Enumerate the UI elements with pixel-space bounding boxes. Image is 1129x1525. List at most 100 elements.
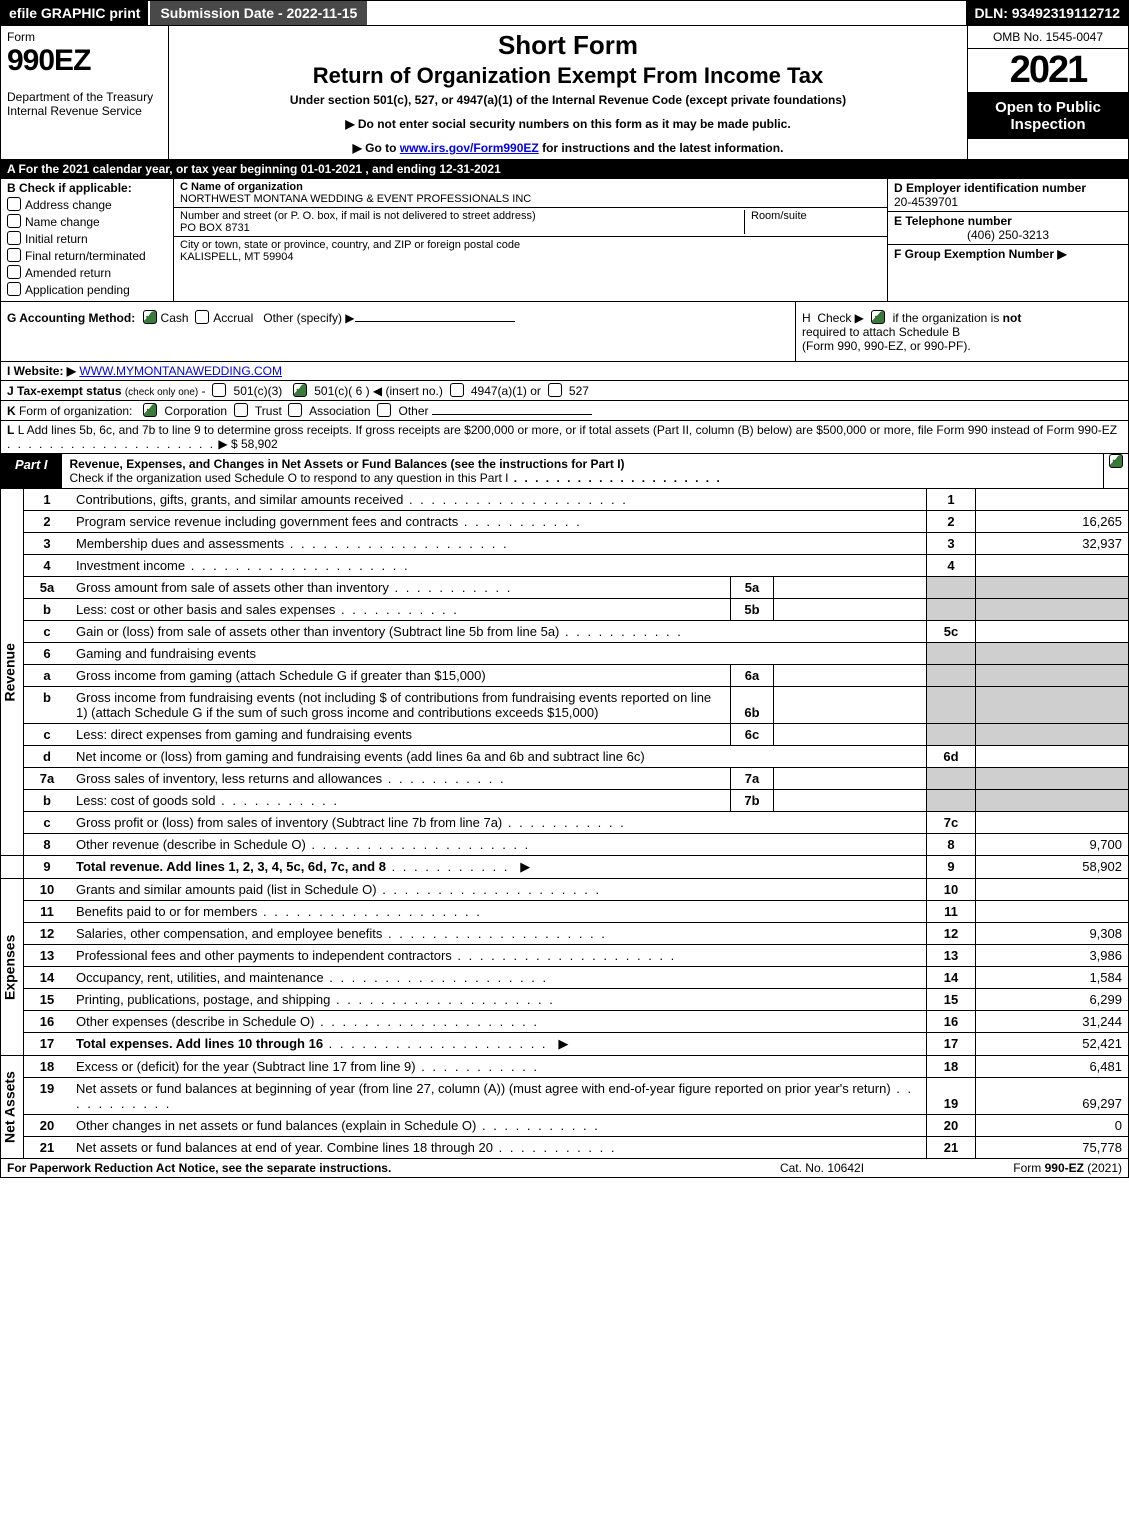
checkbox-icon: [7, 282, 21, 296]
line-16: 16 Other expenses (describe in Schedule …: [1, 1011, 1129, 1033]
dots: [323, 1036, 547, 1051]
box-l: L L Add lines 5b, 6c, and 7b to line 9 t…: [0, 421, 1129, 454]
dots: [324, 970, 548, 985]
footer-paperwork: For Paperwork Reduction Act Notice, see …: [7, 1161, 722, 1175]
org-addr-cell: Number and street (or P. O. box, if mail…: [174, 208, 887, 237]
irs-link[interactable]: www.irs.gov/Form990EZ: [400, 141, 539, 155]
dots: [306, 837, 530, 852]
dots: [314, 1014, 538, 1029]
chk-name-change[interactable]: Name change: [7, 214, 167, 229]
dots: [389, 580, 512, 595]
chk-initial-return[interactable]: Initial return: [7, 231, 167, 246]
title-short: Short Form: [179, 30, 957, 61]
line-value: 75,778: [976, 1137, 1129, 1159]
dots: [7, 437, 215, 451]
side-label-expenses: Expenses: [1, 879, 24, 1056]
line-7b: b Less: cost of goods sold 7b: [1, 790, 1129, 812]
note-link: ▶ Go to www.irs.gov/Form990EZ for instru…: [179, 141, 957, 155]
checkbox-icon: [234, 403, 248, 417]
box-b-label: B Check if applicable:: [7, 181, 167, 195]
grey-cell: [976, 643, 1129, 665]
footer-form-pre: Form: [1013, 1161, 1044, 1175]
line-desc: Less: cost or other basis and sales expe…: [76, 602, 335, 617]
section-bcdef: B Check if applicable: Address change Na…: [0, 179, 1129, 302]
chk-final-return[interactable]: Final return/terminated: [7, 248, 167, 263]
line-num: 21: [24, 1137, 71, 1159]
part1-schedule-o-check[interactable]: [1103, 454, 1128, 488]
line-desc: Net income or (loss) from gaming and fun…: [70, 746, 927, 768]
line-3: 3 Membership dues and assessments 3 32,9…: [1, 533, 1129, 555]
grey-cell: [927, 768, 976, 790]
line-rn: 20: [927, 1115, 976, 1137]
line-num: 6: [24, 643, 71, 665]
line-rn: 11: [927, 901, 976, 923]
line-6c: c Less: direct expenses from gaming and …: [1, 724, 1129, 746]
line-rn: 12: [927, 923, 976, 945]
line-value: [976, 901, 1129, 923]
line-rn: 13: [927, 945, 976, 967]
line-rn: 9: [927, 856, 976, 879]
line-value: [976, 746, 1129, 768]
line-value: 58,902: [976, 856, 1129, 879]
telephone-value: (406) 250-3213: [894, 228, 1122, 242]
header-right: OMB No. 1545-0047 2021 Open to Public In…: [967, 26, 1128, 159]
chk-address-change[interactable]: Address change: [7, 197, 167, 212]
line-desc: Program service revenue including govern…: [76, 514, 458, 529]
line-rn: 1: [927, 489, 976, 511]
line-4: 4 Investment income 4: [1, 555, 1129, 577]
line-num: c: [24, 621, 71, 643]
org-city-cell: City or town, state or province, country…: [174, 237, 887, 265]
line-7c: c Gross profit or (loss) from sales of i…: [1, 812, 1129, 834]
line-num: 15: [24, 989, 71, 1011]
dots: [185, 558, 409, 573]
line-rn: 6d: [927, 746, 976, 768]
org-city: KALISPELL, MT 59904: [180, 251, 294, 263]
h-line3: (Form 990, 990-EZ, or 990-PF).: [802, 339, 971, 353]
line-num: 12: [24, 923, 71, 945]
website-link[interactable]: WWW.MYMONTANAWEDDING.COM: [79, 364, 282, 378]
note-link-pre: ▶ Go to: [353, 141, 400, 155]
side-label-blank: [1, 856, 24, 879]
checkbox-checked-icon: [871, 310, 885, 324]
line-value: 31,244: [976, 1011, 1129, 1033]
checkbox-icon: [7, 265, 21, 279]
efile-print-button[interactable]: efile GRAPHIC print: [1, 1, 150, 25]
grey-cell: [976, 687, 1129, 724]
dots: [493, 1140, 616, 1155]
dots: [476, 1118, 599, 1133]
line-num: 19: [24, 1078, 71, 1115]
chk-amended-return[interactable]: Amended return: [7, 265, 167, 280]
dln: DLN: 93492319112712: [966, 1, 1128, 25]
line-rn: 15: [927, 989, 976, 1011]
line-value: [976, 489, 1129, 511]
checkbox-icon: [7, 231, 21, 245]
chk-application-pending[interactable]: Application pending: [7, 282, 167, 297]
line-6a: a Gross income from gaming (attach Sched…: [1, 665, 1129, 687]
line-desc: Printing, publications, postage, and shi…: [76, 992, 330, 1007]
checkbox-icon: [377, 403, 391, 417]
line-value: [976, 555, 1129, 577]
dots: [257, 904, 481, 919]
line-value: [976, 812, 1129, 834]
grey-cell: [927, 577, 976, 599]
line-1: Revenue 1 Contributions, gifts, grants, …: [1, 489, 1129, 511]
line-desc: Professional fees and other payments to …: [76, 948, 452, 963]
note-ssn: ▶ Do not enter social security numbers o…: [179, 117, 957, 131]
subbox-value: [774, 768, 927, 790]
line-num: 7a: [24, 768, 71, 790]
line-num: 11: [24, 901, 71, 923]
line-rn: 4: [927, 555, 976, 577]
box-d: D Employer identification number 20-4539…: [888, 179, 1128, 212]
dots: [458, 514, 581, 529]
line-num: b: [24, 790, 71, 812]
line-num: 10: [24, 879, 71, 901]
grey-cell: [976, 768, 1129, 790]
h-line1-pre: H Check ▶: [802, 311, 867, 325]
dots: [382, 771, 505, 786]
checkbox-icon: [450, 383, 464, 397]
line-num: b: [24, 599, 71, 621]
box-g: G Accounting Method: Cash Accrual Other …: [1, 302, 795, 361]
line-21: 21 Net assets or fund balances at end of…: [1, 1137, 1129, 1159]
f-label: F Group Exemption Number ▶: [894, 247, 1067, 261]
line-rn: 7c: [927, 812, 976, 834]
